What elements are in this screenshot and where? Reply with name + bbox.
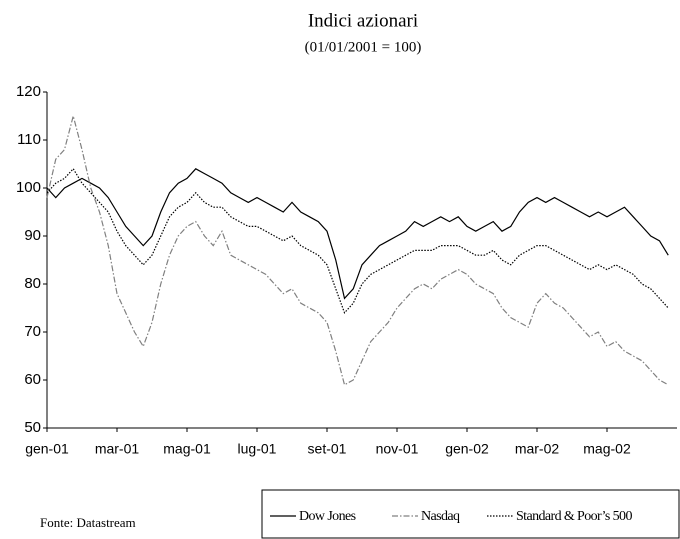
x-tick-label: gen-01 (25, 441, 69, 457)
y-tick-label: 80 (24, 275, 41, 292)
legend-label: Dow Jones (299, 509, 356, 524)
y-tick-label: 50 (24, 419, 41, 436)
legend-label: Standard & Poor’s 500 (516, 509, 632, 524)
y-tick-label: 120 (16, 83, 41, 100)
x-tick-label: mar-02 (515, 441, 560, 457)
x-tick-label: mar-01 (95, 441, 140, 457)
y-tick-label: 60 (24, 371, 41, 388)
series-line (46, 168, 669, 300)
y-tick-label: 100 (16, 179, 41, 196)
y-tick-label: 70 (24, 323, 41, 340)
x-tick-label: nov-01 (376, 441, 419, 457)
source-note: Fonte: Datastream (40, 515, 136, 530)
series-line (46, 167, 669, 314)
series-line (46, 113, 669, 386)
legend-label: Nasdaq (421, 509, 460, 524)
x-tick-label: gen-02 (445, 441, 489, 457)
x-tick-label: mag-02 (583, 441, 631, 457)
y-tick-label: 110 (17, 131, 41, 148)
x-tick-label: mag-01 (163, 441, 211, 457)
legend-box (261, 489, 680, 539)
y-tick-label: 90 (24, 227, 41, 244)
chart-subtitle: (01/01/2001 = 100) (305, 39, 422, 55)
x-tick-label: set-01 (308, 441, 347, 457)
x-tick-label: lug-01 (238, 441, 277, 457)
chart-title: Indici azionari (308, 10, 418, 31)
